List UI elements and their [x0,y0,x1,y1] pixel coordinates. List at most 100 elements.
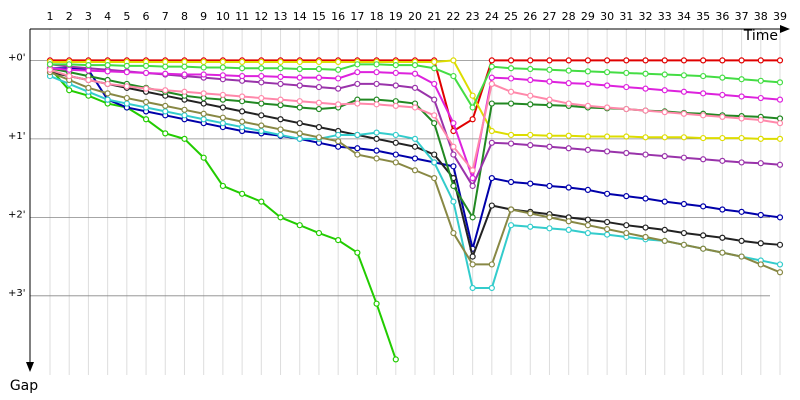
point [469,175,476,182]
point [565,145,572,152]
point [488,57,495,64]
point [335,143,342,150]
point [623,149,630,157]
point [623,105,630,113]
point [546,57,553,64]
point [354,80,361,88]
point [66,72,73,80]
point [142,69,150,77]
point [200,100,207,107]
point [219,91,226,99]
point [335,138,342,145]
x-tick-label: 3 [85,10,92,23]
point [335,75,342,82]
point [680,72,688,79]
point [546,78,553,85]
point [431,58,438,66]
point [219,182,226,190]
point [354,61,361,68]
y-arrow [26,362,34,372]
point [181,63,188,70]
point [565,184,572,191]
point [527,142,534,149]
point [219,58,226,66]
point [450,72,457,80]
point [239,58,246,66]
point [546,102,553,109]
point [642,224,649,231]
point [488,127,495,135]
point [700,245,707,252]
point [239,123,246,131]
point [431,159,438,166]
x-tick-label: 22 [446,10,460,23]
point [642,70,649,77]
marks [46,57,784,363]
point [85,76,92,84]
point [104,96,111,103]
point [565,100,572,107]
point [680,229,688,237]
point [66,66,73,73]
point [258,100,265,107]
point [450,143,457,150]
point [315,134,323,141]
point [738,93,745,100]
point [776,261,784,268]
point [200,71,207,78]
x-tick-label: 10 [216,10,230,23]
point [604,133,611,140]
x-tick-label: 1 [47,10,54,23]
point [431,96,438,103]
point [584,102,591,110]
point [392,69,399,77]
point [392,61,399,69]
y-axis-label: Gap [10,378,38,394]
point [123,94,130,102]
point [565,226,572,234]
point [565,67,572,74]
point [719,157,726,164]
point [162,70,169,77]
point [258,127,265,135]
x-tick-label: 36 [715,10,729,23]
point [584,216,591,223]
x-tick-label: 19 [389,10,403,23]
x-tick-label: 27 [542,10,556,23]
point [604,104,611,111]
point [335,58,342,66]
point [239,190,246,197]
x-tick-label: 7 [162,10,169,23]
point [488,284,495,292]
point [354,131,361,139]
point [488,139,495,146]
point [700,112,707,119]
point [719,206,726,213]
point [700,156,707,163]
point [661,109,668,116]
x-tick-label: 13 [274,10,288,23]
point [469,104,476,111]
point [411,135,419,142]
point [392,139,399,146]
point [604,148,611,155]
point [488,100,495,107]
point [719,57,726,64]
point [200,116,207,123]
point [431,80,438,88]
point [776,241,784,248]
point [584,222,591,229]
point [181,106,188,113]
point [469,92,476,99]
x-tick-label: 35 [696,10,710,23]
point [680,200,688,208]
point [642,195,649,202]
point [776,214,784,221]
point [296,74,303,81]
point [373,61,380,68]
x-tick-label: 28 [562,10,576,23]
point [565,132,572,139]
point [546,143,553,150]
point [104,90,111,97]
point [277,65,284,72]
